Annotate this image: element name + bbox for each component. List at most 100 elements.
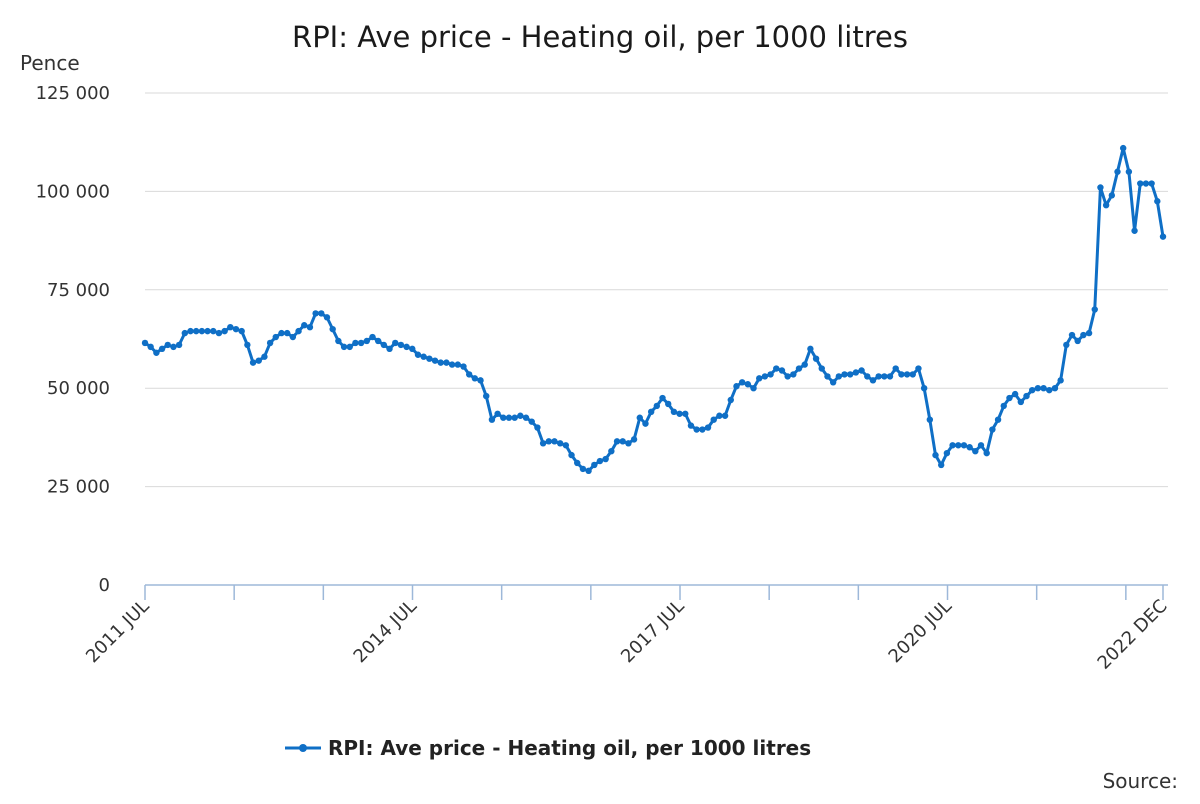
data-point (409, 345, 416, 353)
legend-dot-marker (299, 744, 307, 752)
data-point (579, 465, 587, 473)
data-point (539, 440, 547, 447)
data-point (551, 438, 558, 445)
data-point (687, 422, 695, 429)
data-point (187, 327, 194, 335)
data-point (778, 367, 786, 374)
data-point (630, 436, 638, 443)
series-line (144, 146, 1165, 473)
data-point (738, 379, 746, 386)
data-point (1023, 392, 1030, 400)
data-point (1068, 331, 1076, 339)
data-point (983, 449, 990, 457)
data-point (483, 392, 490, 400)
data-point (1006, 394, 1013, 402)
data-point (465, 371, 473, 378)
data-point (335, 337, 342, 345)
data-point (255, 357, 262, 364)
y-tick-label: 125 000 (36, 83, 110, 104)
data-point (522, 414, 530, 421)
data-point (892, 365, 899, 372)
data-point (625, 440, 632, 447)
data-point (841, 371, 848, 378)
data-point (1029, 386, 1036, 394)
y-tick-label: 25 000 (47, 477, 110, 498)
data-point (1057, 377, 1064, 384)
data-point (636, 414, 643, 421)
data-point (858, 367, 865, 374)
data-point (784, 373, 791, 380)
data-point (397, 341, 405, 349)
data-point (301, 322, 308, 329)
data-point (306, 323, 314, 331)
data-point (596, 457, 604, 465)
data-point (323, 314, 331, 321)
data-point (460, 363, 467, 370)
data-point (699, 426, 706, 433)
data-point (642, 420, 649, 427)
data-point (153, 349, 160, 356)
data-point (932, 451, 939, 459)
data-point (693, 426, 700, 433)
data-point (619, 438, 626, 445)
data-point (1119, 144, 1127, 152)
y-tick-label: 75 000 (47, 280, 110, 301)
data-point (147, 343, 154, 351)
data-point (1091, 306, 1098, 313)
data-point (869, 377, 877, 384)
data-point (938, 461, 945, 469)
data-point (392, 339, 399, 347)
legend[interactable]: RPI: Ave price - Heating oil, per 1000 l… (285, 736, 811, 760)
data-point (829, 379, 837, 386)
data-point (864, 373, 871, 380)
data-point (909, 371, 916, 378)
data-point (852, 369, 860, 376)
data-point (437, 359, 444, 366)
data-point (420, 353, 427, 360)
data-point (591, 461, 598, 469)
data-point (221, 327, 228, 335)
data-point (431, 357, 439, 364)
data-point (528, 418, 535, 425)
data-point (886, 373, 894, 380)
data-point (545, 438, 552, 445)
data-point (1125, 168, 1133, 175)
data-point (568, 451, 575, 459)
data-point (807, 345, 814, 353)
data-point (1034, 385, 1042, 392)
data-point (369, 333, 376, 341)
data-point (795, 365, 803, 372)
y-tick-label: 100 000 (36, 181, 110, 202)
data-point (192, 327, 200, 335)
data-point (647, 408, 655, 416)
data-point (915, 365, 922, 372)
data-point (790, 371, 797, 378)
data-point (613, 438, 621, 445)
data-point (1063, 341, 1070, 349)
x-tick-label: 2022 DEC (1094, 596, 1172, 674)
data-point (215, 329, 223, 337)
data-point (374, 337, 382, 345)
data-point (818, 365, 825, 372)
data-point (363, 337, 370, 345)
data-point (670, 408, 678, 416)
data-point (158, 345, 166, 353)
x-tick-label: 2011 JUL (82, 596, 153, 667)
data-point (448, 361, 456, 368)
data-point (972, 447, 979, 455)
data-point (665, 400, 672, 408)
data-point (534, 424, 541, 431)
data-point (278, 329, 285, 337)
y-tick-label: 50 000 (47, 378, 110, 399)
data-point (380, 341, 388, 349)
data-point (602, 455, 609, 463)
data-point (477, 377, 484, 384)
data-point (386, 345, 393, 353)
data-point (1097, 184, 1104, 191)
data-point (1017, 398, 1025, 406)
data-point (1080, 331, 1087, 339)
data-point (812, 355, 820, 362)
data-point (261, 353, 268, 360)
data-point (704, 424, 712, 431)
